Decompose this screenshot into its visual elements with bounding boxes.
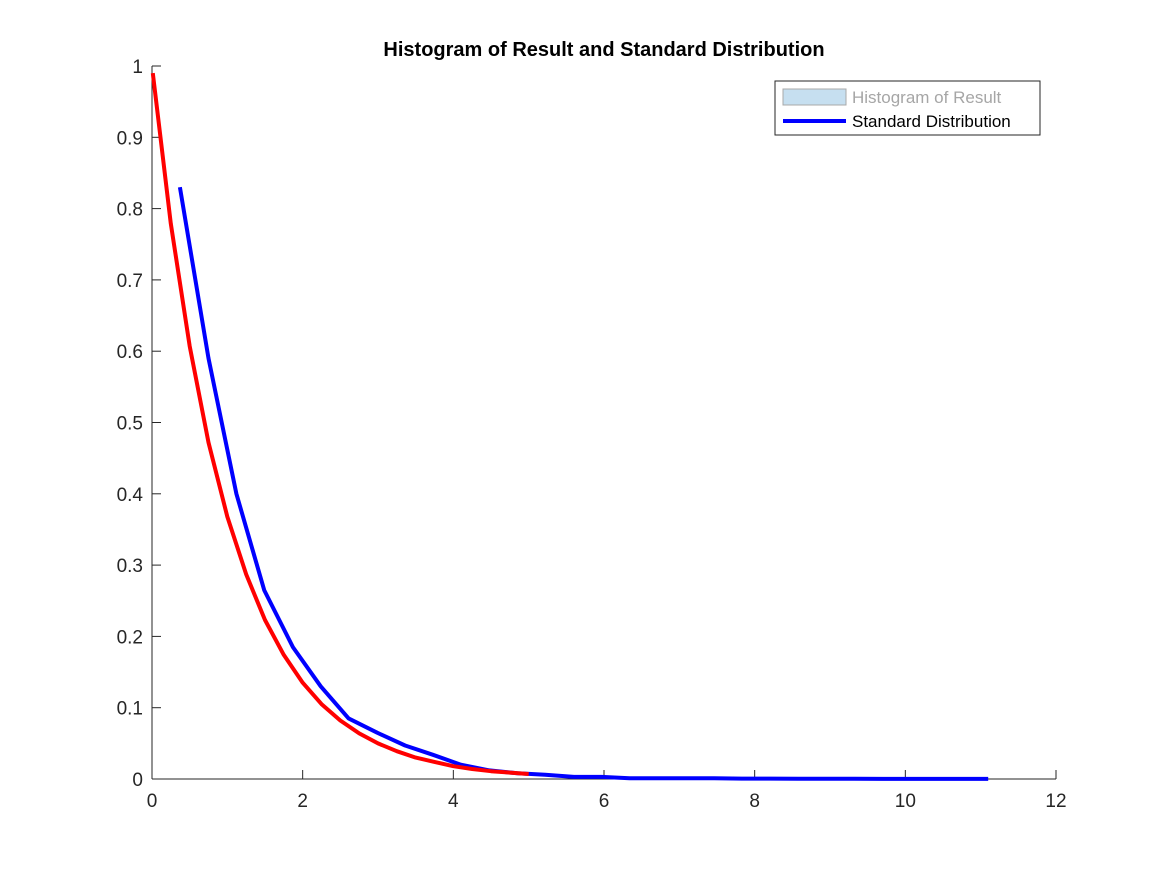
x-tick-label: 12	[1045, 791, 1066, 812]
chart-title: Histogram of Result and Standard Distrib…	[383, 39, 824, 61]
series-line-1	[177, 186, 989, 781]
legend-label: Histogram of Result	[852, 88, 1002, 107]
y-tick-label: 0.5	[117, 414, 143, 435]
y-tick-label: 0.9	[117, 128, 143, 149]
y-tick-label: 0.3	[117, 556, 143, 577]
x-tick-label: 10	[895, 791, 916, 812]
x-tick-label: 8	[749, 791, 760, 812]
y-tick-label: 0.8	[117, 200, 143, 221]
x-tick-label: 6	[599, 791, 610, 812]
y-tick-label: 0	[132, 770, 143, 791]
x-tick-label: 0	[147, 791, 158, 812]
axes: 0 2 4 6 8 10 12 0 0.1 0.2 0.3 0.4 0.5 0.6 0.7 0.8 0.9 1	[117, 57, 1067, 812]
series-lines	[150, 72, 989, 781]
x-tick-label: 4	[448, 791, 459, 812]
y-tick-label: 0.2	[117, 627, 143, 648]
legend-swatch-patch	[782, 88, 847, 106]
y-tick-label: 0.7	[117, 271, 143, 292]
y-tick-label: 0.6	[117, 342, 143, 363]
legend: Histogram of Result Standard Distribution	[774, 80, 1041, 136]
y-tick-label: 0.4	[117, 485, 144, 506]
x-tick-label: 2	[297, 791, 308, 812]
series-line-2	[150, 72, 529, 776]
legend-label: Standard Distribution	[852, 112, 1011, 131]
y-tick-label: 0.1	[117, 699, 143, 720]
y-tick-label: 1	[132, 57, 143, 78]
